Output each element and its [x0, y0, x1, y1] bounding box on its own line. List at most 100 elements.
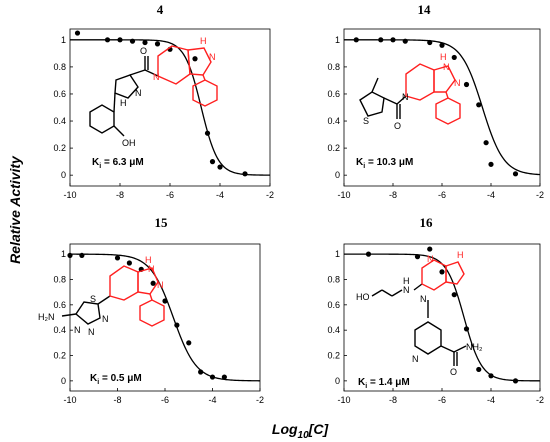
data-point	[488, 373, 494, 379]
data-point	[79, 252, 85, 259]
data-point	[221, 374, 227, 380]
svg-text:H: H	[440, 52, 447, 62]
data-point	[186, 340, 192, 346]
data-point	[483, 140, 489, 146]
data-point	[414, 254, 421, 260]
data-point	[463, 81, 470, 88]
y-tick-label: 0.6	[53, 300, 66, 310]
svg-text:H: H	[403, 276, 410, 286]
data-point	[390, 37, 396, 43]
svg-text:N: N	[412, 354, 419, 364]
svg-text:HO: HO	[356, 292, 370, 302]
x-tick-label: -2	[266, 190, 274, 200]
y-tick-label: 0.8	[327, 274, 340, 284]
svg-text:NH₂: NH₂	[466, 342, 483, 352]
svg-text:N: N	[157, 280, 164, 290]
y-tick-label: 0.4	[327, 325, 340, 335]
panel-4: 4 -10 -8 -6 -4 -2 0 0.2 0.4 0.6 0.8 1 Ki = 6.3 μM	[53, 2, 274, 200]
data-point	[142, 39, 148, 46]
y-tick-label: 1	[335, 249, 340, 259]
svg-text:N: N	[153, 72, 160, 82]
panel-15: 15 -10 -8 -6 -4 -2 0 0.2 0.4 0.6 0.8 1 Ki = 0.5 μM	[53, 215, 264, 405]
y-tick-label: 0.2	[53, 143, 66, 153]
y-tick-label: 0.2	[327, 351, 340, 361]
molecule-compound-14: S O N H N N	[359, 52, 461, 131]
panel-16: 16 -10 -8 -6 -4 -2 0 0.2 0.4 0.6 0.8 1 Ki = 1.4 μM	[327, 215, 544, 405]
y-tick-label: 0.6	[327, 300, 340, 310]
y-tick-label: 0.8	[327, 62, 340, 72]
data-point	[209, 374, 216, 380]
data-point	[451, 292, 457, 298]
data-point	[67, 252, 73, 259]
svg-text:H: H	[120, 98, 127, 108]
data-point	[242, 171, 248, 177]
data-point	[378, 37, 384, 43]
x-tick-label: -6	[438, 190, 446, 200]
data-point	[150, 280, 156, 286]
data-point	[154, 41, 161, 47]
x-tick-label: -6	[161, 395, 169, 405]
x-tick-label: -10	[63, 395, 76, 405]
svg-text:H: H	[145, 255, 152, 265]
molecule-compound-15: H₂N S N N N H N N	[38, 255, 165, 337]
x-tick-label: -10	[63, 190, 76, 200]
panel-title: 15	[155, 215, 169, 230]
x-tick-label: -10	[337, 395, 350, 405]
svg-text:H: H	[200, 36, 207, 46]
x-tick-label: -8	[389, 190, 397, 200]
y-tick-label: 0.8	[53, 62, 66, 72]
svg-text:N: N	[420, 294, 427, 304]
y-tick-label: 1	[61, 249, 66, 259]
ki-label: Ki = 6.3 μM	[92, 157, 144, 170]
ki-label: Ki = 1.4 μM	[358, 377, 410, 390]
data-point	[174, 322, 180, 328]
y-tick-label: 0.2	[53, 351, 66, 361]
x-tick-label: -4	[487, 395, 495, 405]
data-point	[353, 37, 359, 43]
x-tick-label: -2	[256, 395, 264, 405]
y-tick-label: 0.8	[53, 274, 66, 284]
x-tick-label: -2	[536, 190, 544, 200]
data-point	[427, 39, 433, 46]
data-point	[463, 326, 470, 332]
y-tick-label: 0	[335, 170, 340, 180]
data-point	[129, 38, 136, 44]
svg-text:N: N	[403, 285, 410, 295]
data-point	[217, 164, 223, 170]
x-tick-label: -4	[216, 190, 224, 200]
svg-text:N: N	[443, 62, 450, 72]
svg-text:S: S	[363, 116, 369, 126]
svg-text:S: S	[90, 294, 96, 304]
x-tick-label: -4	[487, 190, 495, 200]
svg-text:N: N	[427, 254, 434, 264]
data-point	[476, 366, 482, 373]
panel-title: 16	[420, 215, 434, 230]
svg-text:O: O	[394, 121, 401, 131]
data-point	[162, 298, 168, 304]
x-axis-label: Log10[C]	[272, 421, 330, 441]
plot-frame	[343, 243, 541, 392]
data-point	[74, 30, 81, 36]
x-tick-label: -2	[536, 395, 544, 405]
svg-text:N: N	[148, 264, 155, 274]
svg-text:N: N	[209, 52, 216, 62]
y-tick-label: 0.4	[53, 325, 66, 335]
data-point	[117, 37, 123, 43]
y-tick-label: 0	[335, 376, 340, 386]
y-tick-label: 0	[61, 376, 66, 386]
svg-text:O: O	[140, 46, 147, 56]
data-point	[365, 251, 372, 257]
data-point	[488, 161, 494, 167]
x-tick-label: -6	[438, 395, 446, 405]
svg-text:N: N	[402, 92, 409, 102]
x-tick-label: -6	[166, 190, 174, 200]
x-tick-label: -8	[113, 395, 121, 405]
svg-text:H: H	[457, 250, 464, 260]
x-tick-label: -8	[116, 190, 124, 200]
fit-curve	[70, 39, 271, 176]
plot-frame	[69, 243, 261, 392]
data-point	[427, 246, 433, 252]
x-tick-label: -8	[389, 395, 397, 405]
y-tick-label: 1	[61, 35, 66, 45]
